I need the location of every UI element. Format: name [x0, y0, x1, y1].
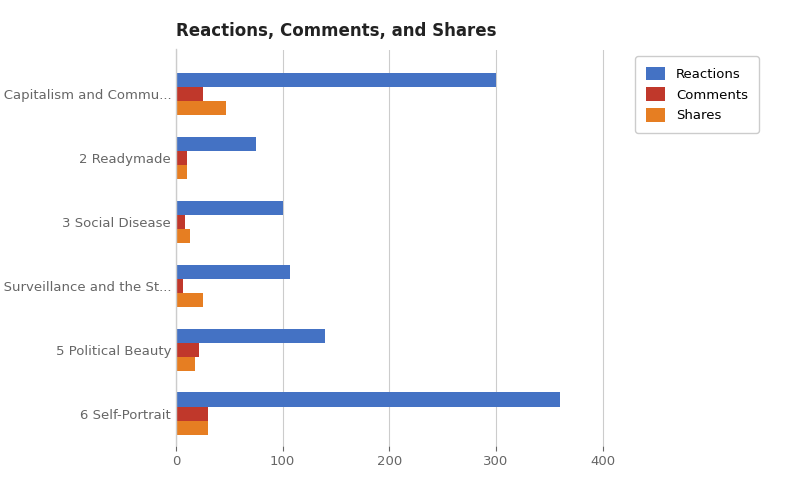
Bar: [176, 215, 185, 229]
Bar: [176, 165, 186, 179]
Bar: [176, 406, 208, 421]
Text: Reactions, Comments, and Shares: Reactions, Comments, and Shares: [176, 22, 497, 40]
Bar: [176, 293, 202, 307]
Bar: [176, 357, 195, 371]
Bar: [176, 137, 256, 151]
Bar: [176, 229, 190, 243]
Bar: [176, 343, 199, 357]
Bar: [176, 73, 496, 87]
Bar: [176, 101, 226, 115]
Bar: [176, 265, 290, 279]
Bar: [176, 201, 282, 215]
Legend: Reactions, Comments, Shares: Reactions, Comments, Shares: [635, 56, 758, 133]
Bar: [176, 393, 560, 406]
Bar: [176, 87, 202, 101]
Bar: [176, 329, 326, 343]
Bar: [176, 279, 183, 293]
Bar: [176, 151, 186, 165]
Bar: [176, 421, 208, 435]
